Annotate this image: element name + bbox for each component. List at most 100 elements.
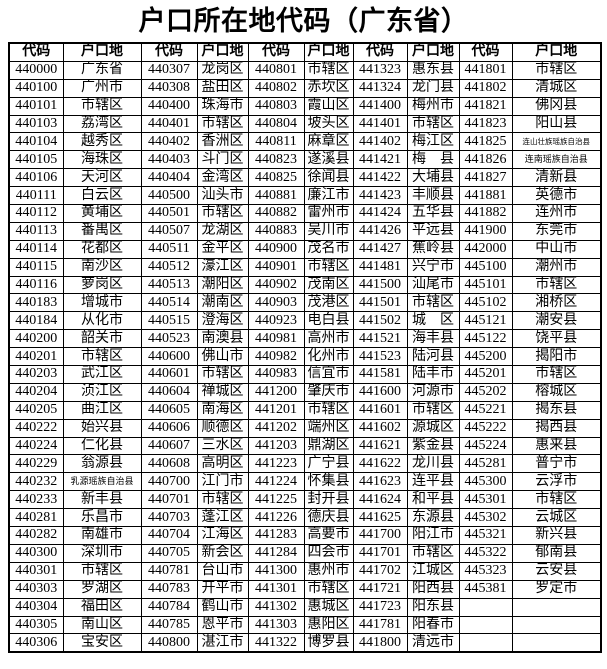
place-cell: 普宁市 [511, 454, 602, 474]
place-cell: 电白县 [303, 311, 354, 331]
code-cell: 441200 [247, 382, 305, 402]
place-cell: 新会区 [196, 543, 249, 563]
code-cell: 441224 [247, 472, 305, 492]
table-row: 440100 广州市 440308 盐田区 440802 赤坎区 441324 龙门县 4418… [8, 78, 602, 98]
code-cell: 441424 [352, 204, 408, 223]
code-cell: 445221 [458, 400, 513, 420]
code-cell: 440201 [8, 347, 64, 367]
place-cell: 鹤山市 [196, 597, 249, 617]
place-cell: 龙门县 [406, 78, 460, 98]
place-cell: 濠江区 [196, 257, 249, 277]
place-cell: 麻章区 [303, 132, 354, 152]
code-cell: 441700 [352, 526, 408, 545]
place-cell: 江城区 [406, 561, 460, 581]
place-cell: 阳西县 [406, 579, 460, 599]
place-cell: 高明区 [196, 454, 249, 474]
place-cell: 连州市 [511, 204, 602, 223]
place-cell: 东莞市 [511, 221, 602, 241]
table-row: 440111 白云区 440500 汕头市 440881 廉江市 441423 丰顺县 4418… [8, 186, 602, 206]
place-cell: 福田区 [62, 597, 142, 617]
table-row: 440201 市辖区 440600 佛山市 440982 化州市 441523 陆河县 4452… [8, 347, 602, 367]
code-cell: 441225 [247, 490, 305, 510]
place-cell: 清城区 [511, 78, 602, 98]
table-row: 440205 曲江区 440605 南海区 441201 市辖区 441601 市辖区 4452… [8, 400, 602, 420]
code-cell: 441322 [247, 633, 305, 653]
code-cell: 441423 [352, 186, 408, 206]
place-cell: 高要市 [303, 526, 354, 545]
code-cell: 441521 [352, 329, 408, 349]
code-cell: 440903 [247, 293, 305, 313]
place-cell: 怀集县 [303, 472, 354, 492]
place-cell: 源城区 [406, 418, 460, 438]
place-cell: 肇庆市 [303, 382, 354, 402]
place-cell: 博罗县 [303, 633, 354, 653]
code-cell: 440785 [140, 615, 198, 635]
code-cell: 441303 [247, 615, 305, 635]
place-cell: 丰顺县 [406, 186, 460, 206]
code-cell: 440300 [8, 543, 64, 563]
place-cell: 信宜市 [303, 365, 354, 384]
place-cell: 南雄市 [62, 526, 142, 545]
place-cell: 赤坎区 [303, 78, 354, 98]
code-cell: 440233 [8, 490, 64, 510]
code-cell: 441284 [247, 543, 305, 563]
place-cell: 遂溪县 [303, 150, 354, 170]
place-cell: 佛山市 [196, 347, 249, 367]
place-cell: 惠阳区 [303, 615, 354, 635]
place-cell: 汕头市 [196, 186, 249, 206]
place-cell: 云安县 [511, 561, 602, 581]
place-cell: 清远市 [406, 633, 460, 653]
place-cell: 郁南县 [511, 543, 602, 563]
place-cell: 斗门区 [196, 150, 249, 170]
code-cell: 441701 [352, 543, 408, 563]
code-cell: 440204 [8, 382, 64, 402]
code-cell: 441324 [352, 78, 408, 98]
place-cell: 海丰县 [406, 329, 460, 349]
place-cell: 海珠区 [62, 150, 142, 170]
place-cell: 白云区 [62, 186, 142, 206]
code-cell: 441226 [247, 508, 305, 528]
code-cell: 441202 [247, 418, 305, 438]
page-title: 户口所在地代码（广东省） [138, 6, 469, 36]
code-cell: 441802 [458, 78, 513, 98]
place-cell: 梅州市 [406, 96, 460, 116]
code-cell: 445301 [458, 490, 513, 510]
code-cell: 440514 [140, 293, 198, 313]
code-cell: 441624 [352, 490, 408, 510]
code-cell: 441823 [458, 114, 513, 134]
place-cell: 江海区 [196, 526, 249, 545]
table-row: 440103 荔湾区 440401 市辖区 440804 坡头区 441401 市辖区 4418… [8, 114, 602, 134]
place-cell: 雷州市 [303, 204, 354, 223]
code-cell: 441323 [352, 60, 408, 80]
place-cell: 梅 县 [406, 150, 460, 170]
code-cell: 440200 [8, 329, 64, 349]
code-cell: 441400 [352, 96, 408, 116]
code-cell: 441302 [247, 597, 305, 617]
code-cell: 445322 [458, 543, 513, 563]
code-cell: 440981 [247, 329, 305, 349]
code-cell: 440404 [140, 168, 198, 188]
code-cell [458, 597, 513, 617]
place-cell [511, 633, 602, 653]
code-cell: 440507 [140, 221, 198, 241]
code-cell: 440883 [247, 221, 305, 241]
place-cell: 英德市 [511, 186, 602, 206]
code-cell: 440781 [140, 561, 198, 581]
code-cell: 441203 [247, 436, 305, 456]
code-cell: 441502 [352, 311, 408, 331]
place-cell: 翁源县 [62, 454, 142, 474]
code-cell: 441601 [352, 400, 408, 420]
header-row: 代码 户口地 代码 户口地 代码 户口地 代码 户口地 代码 户口地 [8, 42, 602, 62]
place-cell: 新兴县 [511, 526, 602, 545]
place-cell: 市辖区 [196, 204, 249, 223]
code-cell: 440224 [8, 436, 64, 456]
code-cell: 440303 [8, 579, 64, 599]
place-cell: 韶关市 [62, 329, 142, 349]
place-cell: 禅城区 [196, 382, 249, 402]
place-cell: 河源市 [406, 382, 460, 402]
place-cell: 阳春市 [406, 615, 460, 635]
place-cell: 新丰县 [62, 490, 142, 510]
place-cell: 廉江市 [303, 186, 354, 206]
code-cell: 441421 [352, 150, 408, 170]
code-cell: 441600 [352, 382, 408, 402]
